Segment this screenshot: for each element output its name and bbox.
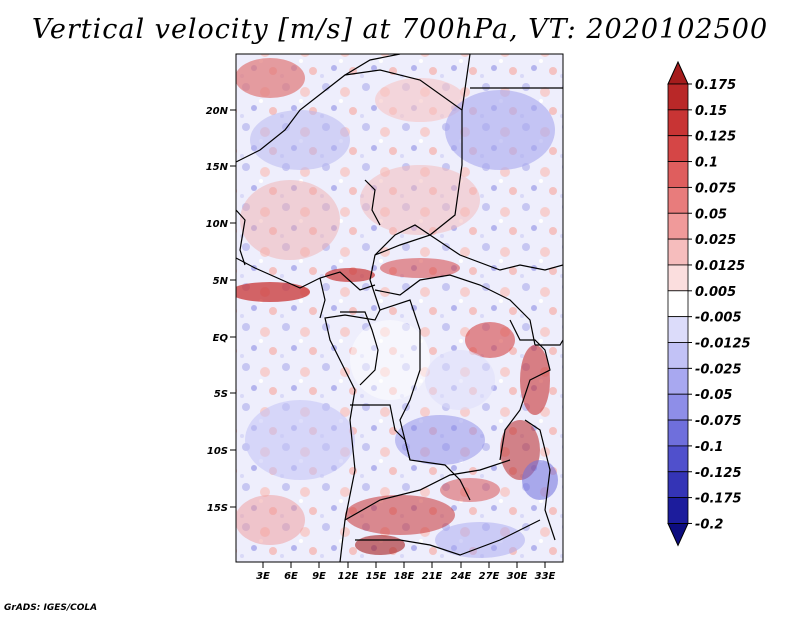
colorbar-label: 0.125 [695,130,736,145]
colorbar-segment [667,342,689,369]
lon-tick-label: 21E [422,571,443,582]
country-borders [236,54,563,562]
lat-tick-label: 15N [206,162,229,173]
colorbar-label: -0.2 [695,517,723,532]
colorbar-label: 0.05 [695,207,727,222]
colorbar-segment [667,471,689,499]
colorbar-label: 0.075 [695,181,736,196]
colorbar-label: -0.005 [695,311,742,326]
lon-tick-label: 18E [394,571,415,582]
lon-tick-label: 3E [256,571,270,582]
colorbar-label: 0.025 [695,233,736,248]
colorbar-label: 0.0125 [695,259,745,274]
colorbar-label: -0.0125 [695,337,751,352]
colorbar-labels: 0.175 0.15 0.125 0.1 0.075 0.05 0.025 0.0125 0.0… [688,78,751,532]
grads-credit: GrADS: IGES/COLA [4,603,98,613]
colorbar-segment [667,445,689,473]
lon-tick-label: 33E [535,571,556,582]
lon-tick-label: 27E [479,571,500,582]
lon-tick-label: 24E [451,571,472,582]
lon-tick-label: 15E [366,571,387,582]
lat-tick-label: EQ [213,333,229,344]
lat-tick-label: 10N [206,219,229,230]
colorbar-label: -0.175 [695,492,742,507]
colorbar-bottom-arrow [667,522,689,547]
map-frame [235,53,564,563]
colorbar-label: 0.15 [695,104,727,119]
colorbar-segment [667,419,689,447]
map-panel [235,53,564,563]
colorbar-segment [667,186,689,214]
velocity-patches [236,58,558,558]
colorbar-segment [667,264,689,292]
latitude-axis: 20N 15N 10N 5N EQ 5S 10S 15S [206,106,236,514]
colorbar-label: -0.1 [695,440,723,455]
lat-tick-label: 20N [206,106,229,117]
lon-tick-label: 9E [312,571,326,582]
colorbar-segment [667,316,689,343]
lon-tick-label: 12E [338,571,359,582]
lat-tick-label: 10S [207,446,228,457]
lat-tick-label: 5S [214,389,228,400]
colorbar-top-arrow [667,60,689,85]
colorbar-segment [667,83,689,111]
colorbar-segment [667,161,689,188]
colorbar-segment [667,135,689,162]
chart-title: Vertical velocity [m/s] at 700hPa, VT: 2… [31,14,769,45]
longitude-axis: 3E 6E 9E 12E 15E 18E 21E 24E 27E 30E 33E [256,562,556,582]
colorbar-label: -0.125 [695,466,742,481]
lat-tick-label: 5N [213,276,229,287]
colorbar-label: -0.075 [695,414,742,429]
lat-tick-label: 15S [207,503,228,514]
colorbar-segment [667,497,689,524]
colorbar-label: 0.1 [695,156,718,171]
colorbar-label: -0.05 [695,388,732,403]
colorbar-label: 0.175 [695,78,736,93]
colorbar-segment [667,393,689,421]
colorbar-segment [667,212,689,240]
lon-tick-label: 6E [284,571,298,582]
colorbar-segment [667,238,689,266]
colorbar [667,60,689,547]
colorbar-label: 0.005 [695,285,736,300]
lon-tick-label: 30E [507,571,528,582]
colorbar-segment [667,367,689,395]
colorbar-label: -0.025 [695,362,742,377]
colorbar-segment [667,290,689,318]
colorbar-segment [667,109,689,137]
